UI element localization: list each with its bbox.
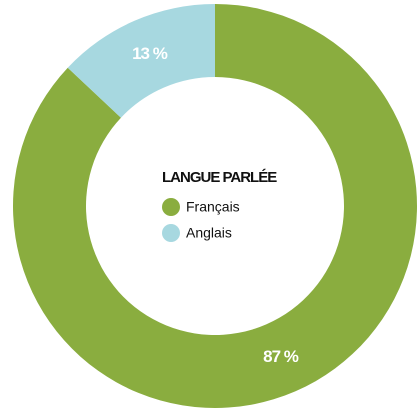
legend-label: Français <box>186 199 240 215</box>
value-label: 87 % <box>263 347 299 366</box>
legend-swatch <box>162 198 180 216</box>
legend-swatch <box>162 224 180 242</box>
legend-label: Anglais <box>186 225 232 241</box>
value-label: 13 % <box>132 44 168 63</box>
donut-slice <box>67 4 215 118</box>
legend-title: LANGUE PARLÉE <box>162 169 277 186</box>
donut-slice <box>12 4 417 408</box>
